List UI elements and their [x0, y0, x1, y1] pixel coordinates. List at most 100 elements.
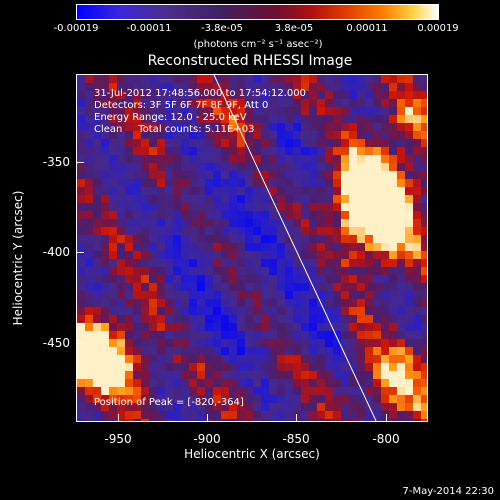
image-pixel — [77, 411, 85, 419]
image-pixel — [109, 147, 117, 155]
image-pixel — [357, 355, 365, 363]
image-pixel — [77, 227, 85, 235]
image-pixel — [309, 419, 317, 421]
image-pixel — [397, 147, 405, 155]
image-pixel — [85, 179, 93, 187]
image-pixel — [333, 275, 341, 283]
image-pixel — [405, 115, 413, 123]
image-pixel — [277, 83, 285, 91]
image-pixel — [237, 291, 245, 299]
image-pixel — [421, 235, 427, 243]
image-pixel — [309, 139, 317, 147]
image-pixel — [77, 283, 85, 291]
image-pixel — [333, 403, 341, 411]
image-pixel — [309, 203, 317, 211]
image-pixel — [349, 251, 357, 259]
image-pixel — [213, 315, 221, 323]
image-pixel — [189, 331, 197, 339]
image-pixel — [213, 131, 221, 139]
image-pixel — [421, 171, 427, 179]
image-pixel — [357, 243, 365, 251]
image-pixel — [205, 363, 213, 371]
image-pixel — [109, 91, 117, 99]
image-pixel — [221, 115, 229, 123]
image-pixel — [413, 75, 421, 83]
image-pixel — [109, 243, 117, 251]
image-pixel — [141, 235, 149, 243]
image-pixel — [269, 291, 277, 299]
image-pixel — [109, 315, 117, 323]
image-pixel — [261, 387, 269, 395]
image-pixel — [173, 419, 181, 421]
image-pixel — [357, 395, 365, 403]
image-pixel — [93, 267, 101, 275]
image-pixel — [245, 219, 253, 227]
image-pixel — [101, 315, 109, 323]
image-pixel — [189, 155, 197, 163]
image-pixel — [101, 283, 109, 291]
image-pixel — [125, 299, 133, 307]
image-pixel — [117, 331, 125, 339]
image-pixel — [389, 331, 397, 339]
image-pixel — [125, 267, 133, 275]
image-pixel — [165, 123, 173, 131]
image-pixel — [373, 195, 381, 203]
image-pixel — [405, 195, 413, 203]
x-tick-label: -800 — [372, 432, 400, 446]
image-pixel — [285, 91, 293, 99]
image-pixel — [389, 83, 397, 91]
image-pixel — [253, 219, 261, 227]
image-pixel — [309, 123, 317, 131]
image-pixel — [365, 363, 373, 371]
image-pixel — [365, 379, 373, 387]
image-pixel — [357, 339, 365, 347]
image-pixel — [381, 403, 389, 411]
image-pixel — [149, 83, 157, 91]
image-pixel — [181, 315, 189, 323]
image-pixel — [101, 83, 109, 91]
image-pixel — [365, 91, 373, 99]
image-pixel — [269, 235, 277, 243]
image-pixel — [301, 99, 309, 107]
image-pixel — [349, 387, 357, 395]
image-pixel — [205, 195, 213, 203]
image-pixel — [141, 339, 149, 347]
image-pixel — [125, 363, 133, 371]
image-pixel — [221, 195, 229, 203]
image-pixel — [237, 147, 245, 155]
image-pixel — [77, 323, 85, 331]
image-pixel — [237, 123, 245, 131]
image-pixel — [77, 99, 85, 107]
image-pixel — [293, 323, 301, 331]
image-pixel — [229, 395, 237, 403]
image-pixel — [221, 171, 229, 179]
image-pixel — [293, 275, 301, 283]
image-pixel — [133, 235, 141, 243]
image-pixel — [109, 195, 117, 203]
image-pixel — [349, 211, 357, 219]
image-pixel — [221, 131, 229, 139]
x-tick — [296, 414, 297, 422]
image-pixel — [229, 363, 237, 371]
image-pixel — [309, 163, 317, 171]
image-pixel — [109, 307, 117, 315]
image-pixel — [381, 123, 389, 131]
image-pixel — [285, 355, 293, 363]
image-pixel — [133, 315, 141, 323]
image-pixel — [413, 347, 421, 355]
image-pixel — [141, 275, 149, 283]
image-pixel — [77, 371, 85, 379]
image-pixel — [381, 283, 389, 291]
image-pixel — [229, 115, 237, 123]
info-time-range: 31-Jul-2012 17:48:56.000 to 17:54:12.000 — [94, 88, 306, 99]
image-pixel — [85, 227, 93, 235]
image-pixel — [397, 91, 405, 99]
image-pixel — [341, 187, 349, 195]
image-pixel — [197, 211, 205, 219]
image-pixel — [109, 387, 117, 395]
image-pixel — [181, 403, 189, 411]
image-pixel — [141, 155, 149, 163]
image-pixel — [181, 299, 189, 307]
image-pixel — [365, 123, 373, 131]
image-pixel — [389, 211, 397, 219]
